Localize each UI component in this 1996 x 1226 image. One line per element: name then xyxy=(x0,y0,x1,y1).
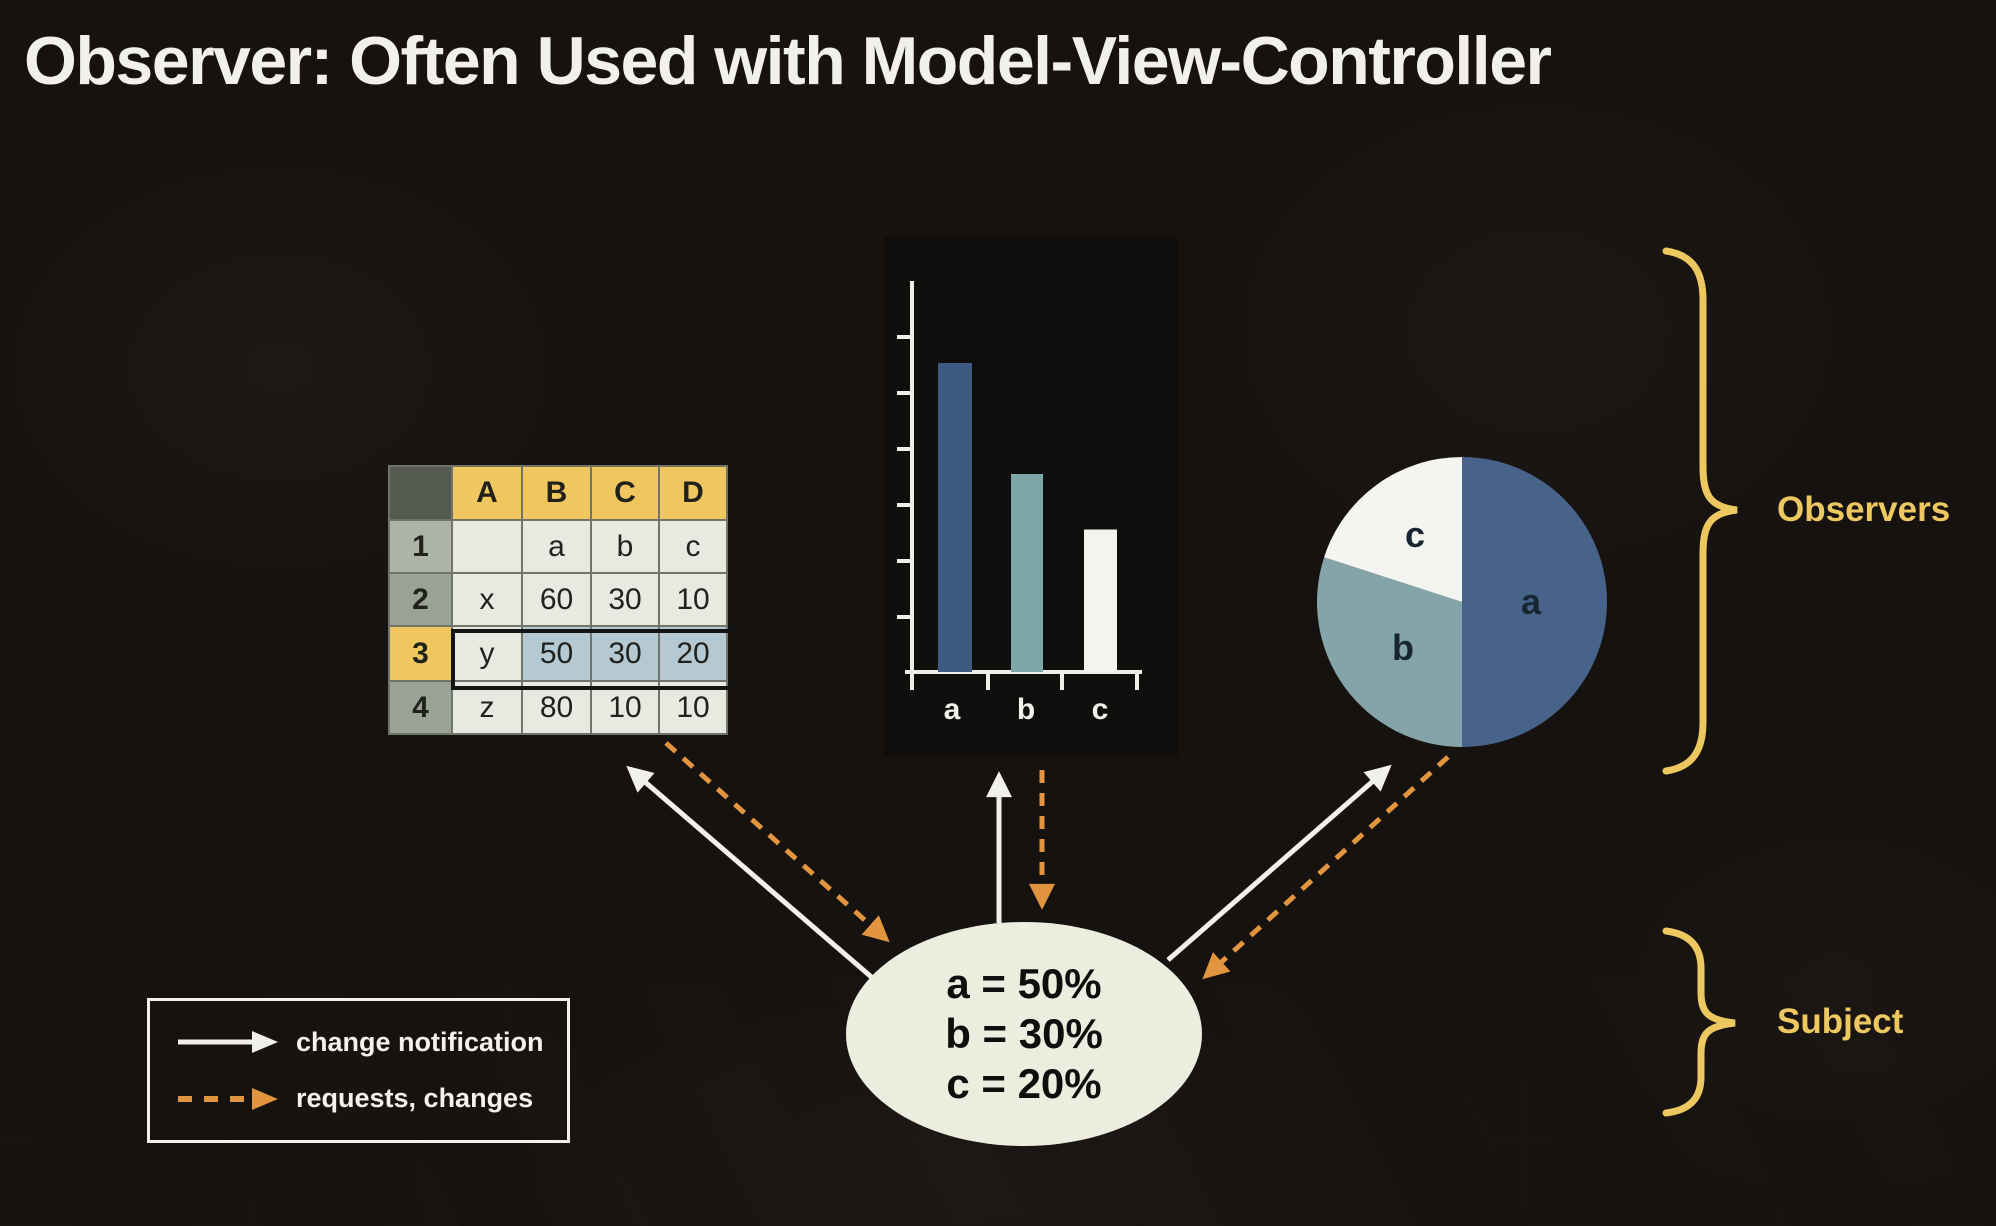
row-header-3: 3 xyxy=(388,625,453,682)
col-header-d: D xyxy=(658,465,728,521)
legend-row-requests-changes: requests, changes xyxy=(174,1083,567,1114)
model-value-b: b = 30% xyxy=(945,1010,1103,1057)
cell-c2: 30 xyxy=(590,572,660,627)
arrows xyxy=(626,741,1450,995)
notify-arrow-to-table xyxy=(626,765,892,995)
cell-a1 xyxy=(451,519,523,574)
sheet-corner-cell xyxy=(388,465,453,521)
row-header-4: 4 xyxy=(388,680,453,735)
pie-label-c: c xyxy=(1404,514,1426,555)
cell-b3: 50 xyxy=(521,625,592,682)
cell-a2: x xyxy=(451,572,523,627)
cell-b2: 60 xyxy=(521,572,592,627)
subject-brace xyxy=(1662,927,1736,1117)
request-arrow-from-table xyxy=(664,741,890,943)
braces xyxy=(1662,247,1738,1117)
cell-d1: c xyxy=(658,519,728,574)
legend-row-change-notification: change notification xyxy=(174,1027,567,1058)
bar-c xyxy=(1084,529,1117,672)
cell-a4: z xyxy=(451,680,523,735)
model-value-a: a = 50% xyxy=(946,960,1102,1007)
bar-label-b: b xyxy=(1016,693,1036,726)
subject-label: Subject xyxy=(1777,1002,1904,1041)
notify-arrow-to-piechart xyxy=(1166,764,1392,962)
spreadsheet-view: A B C D 1 a b c 2 x 60 30 10 3 y xyxy=(388,465,738,735)
change-notification-arrows xyxy=(626,764,1392,995)
cell-a3: y xyxy=(451,625,523,682)
slide-title: Observer: Often Used with Model-View-Con… xyxy=(24,23,1552,99)
pie-slice-b xyxy=(1317,557,1462,747)
row-header-2: 2 xyxy=(388,572,453,627)
bar-b xyxy=(1011,474,1043,672)
table-row: 2 x 60 30 10 xyxy=(388,572,728,627)
cell-d3: 20 xyxy=(658,625,728,682)
dashed-orange-arrow-icon xyxy=(178,1087,278,1110)
cell-c4: 10 xyxy=(590,680,660,735)
observers-brace xyxy=(1662,247,1738,775)
pie-slice-a xyxy=(1462,457,1607,747)
cell-d4: 10 xyxy=(658,680,728,735)
table-row: 4 z 80 10 10 xyxy=(388,680,728,735)
request-arrow-from-piechart xyxy=(1202,755,1450,980)
spreadsheet-table: A B C D 1 a b c 2 x 60 30 10 3 y xyxy=(388,465,728,735)
col-header-a: A xyxy=(451,465,523,521)
legend-box: change notification requests, changes xyxy=(147,998,570,1143)
col-header-c: C xyxy=(590,465,660,521)
pie-chart xyxy=(1317,457,1607,747)
bar-label-a: a xyxy=(943,693,961,726)
bar-chart-bars xyxy=(938,363,1117,672)
legend-label-requests-changes: requests, changes xyxy=(296,1083,534,1114)
legend-label-change-notification: change notification xyxy=(296,1026,544,1057)
table-row-selected: 3 y 50 30 20 xyxy=(388,625,728,682)
col-header-b: B xyxy=(521,465,592,521)
solid-white-arrow-icon xyxy=(178,1031,278,1054)
cell-c3: 30 xyxy=(590,625,660,682)
cell-b1: a xyxy=(521,519,592,574)
bar-a xyxy=(938,363,972,672)
cell-c1: b xyxy=(590,519,660,574)
subject-model-ellipse: a = 50% b = 30% c = 20% xyxy=(846,922,1202,1146)
observers-label: Observers xyxy=(1777,490,1951,529)
pie-label-b: b xyxy=(1392,627,1414,668)
cell-d2: 10 xyxy=(658,572,728,627)
bar-label-c: c xyxy=(1091,693,1109,726)
table-row: 1 a b c xyxy=(388,519,728,574)
pie-label-a: a xyxy=(1520,581,1542,622)
pie-slice-c xyxy=(1324,457,1462,602)
request-arrows xyxy=(664,741,1450,980)
row-header-1: 1 xyxy=(388,519,453,574)
model-value-c: c = 20% xyxy=(946,1060,1102,1107)
cell-b4: 80 xyxy=(521,680,592,735)
